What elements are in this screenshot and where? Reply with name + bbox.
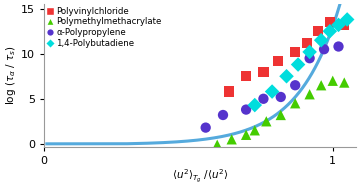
1,4-Polybutadiene [327,30,333,33]
1,4-Polybutadiene [307,50,312,53]
Polymethylmethacrylate [318,84,324,87]
Polyvinylchloride [261,70,266,73]
\u03b1-Polypropylene [243,108,249,111]
1,4-Polybutadiene [284,75,289,78]
Polyvinylchloride [304,41,310,44]
1,4-Polybutadiene [344,18,350,21]
1,4-Polybutadiene [252,104,258,107]
Y-axis label: log ($\tau_{\alpha}$ / $\tau_s$): log ($\tau_{\alpha}$ / $\tau_s$) [4,45,18,105]
Polyvinylchloride [292,50,298,53]
1,4-Polybutadiene [318,39,324,42]
Polymethylmethacrylate [264,120,269,123]
Polyvinylchloride [226,90,231,93]
1,4-Polybutadiene [269,90,275,93]
\u03b1-Polypropylene [220,113,226,116]
Polymethylmethacrylate [229,138,235,141]
1,4-Polybutadiene [336,23,341,26]
Polyvinylchloride [341,23,347,26]
Polyvinylchloride [275,59,281,62]
\u03b1-Polypropylene [336,45,341,48]
1,4-Polybutadiene [295,63,301,66]
Polymethylmethacrylate [341,81,347,84]
Polymethylmethacrylate [330,79,336,82]
Polyvinylchloride [315,30,321,33]
Legend: Polyvinylchloride, Polymethylmethacrylate, α-Polypropylene, 1,4-Polybutadiene: Polyvinylchloride, Polymethylmethacrylat… [46,6,162,49]
Polymethylmethacrylate [214,143,220,146]
\u03b1-Polypropylene [261,97,266,100]
\u03b1-Polypropylene [307,57,312,60]
Polymethylmethacrylate [252,129,258,132]
Polymethylmethacrylate [243,133,249,136]
\u03b1-Polypropylene [292,84,298,87]
\u03b1-Polypropylene [278,95,284,98]
Polymethylmethacrylate [307,93,312,96]
Polyvinylchloride [327,21,333,24]
Polyvinylchloride [243,75,249,78]
Polymethylmethacrylate [292,102,298,105]
\u03b1-Polypropylene [203,126,208,129]
X-axis label: $\langle u^2\rangle_{T_g}$ /$\langle u^2\rangle$: $\langle u^2\rangle_{T_g}$ /$\langle u^2… [172,167,228,185]
\u03b1-Polypropylene [321,48,327,51]
Polymethylmethacrylate [278,113,284,116]
